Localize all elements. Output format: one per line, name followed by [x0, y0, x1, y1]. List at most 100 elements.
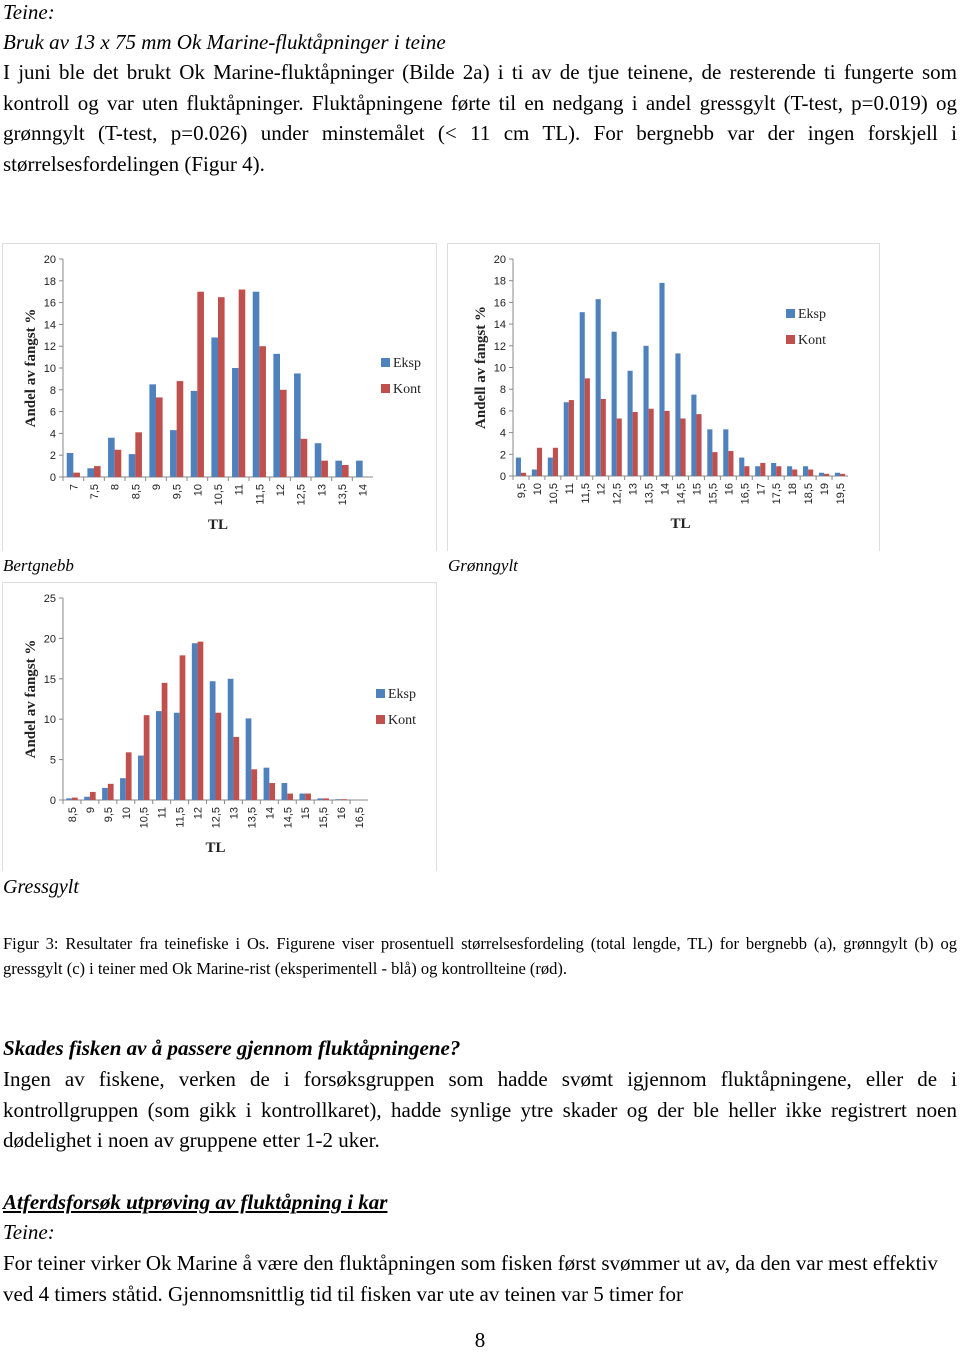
bar [251, 769, 258, 800]
legend-swatch [786, 309, 795, 318]
y-tick-label: 5 [50, 755, 56, 767]
bar [808, 469, 814, 476]
x-tick-label: 18,5 [803, 483, 815, 504]
legend-swatch [381, 384, 390, 393]
bar [66, 453, 74, 477]
bar [190, 390, 198, 477]
bar [84, 796, 90, 800]
y-tick-label: 14 [44, 319, 56, 331]
bar [197, 641, 204, 800]
x-tick-label: 8 [110, 484, 122, 490]
y-tick-label: 20 [44, 633, 56, 645]
bar [173, 712, 180, 800]
x-tick-label: 10,5 [139, 807, 151, 828]
paragraph: Ingen av fiskene, verken de i forsøksgru… [3, 1067, 957, 1153]
bar [342, 465, 349, 477]
bar [568, 400, 574, 476]
x-tick-label: 12 [275, 484, 287, 496]
bar [627, 370, 633, 476]
bar [73, 472, 80, 477]
y-tick-label: 0 [50, 472, 56, 484]
bar [356, 460, 363, 477]
x-tick-label: 10,5 [548, 483, 560, 504]
x-tick-label: 15,5 [707, 483, 719, 504]
bar [156, 397, 163, 477]
bar [280, 389, 287, 477]
paragraph: I juni ble det brukt Ok Marine-fluktåpni… [3, 60, 957, 176]
bar [170, 430, 177, 477]
bar [218, 297, 225, 477]
bar [335, 460, 342, 477]
bar [197, 291, 204, 477]
bar [135, 432, 142, 477]
legend-label: Eksp [393, 356, 421, 371]
bar [341, 799, 347, 800]
x-tick-label: 15 [300, 807, 312, 819]
x-tick-label: 14,5 [676, 483, 688, 504]
bar [300, 438, 308, 477]
bar [563, 402, 569, 476]
bar [161, 682, 168, 800]
legend-swatch [786, 335, 795, 344]
bar [273, 353, 280, 477]
bar [149, 384, 156, 477]
page-number: 8 [474, 1328, 486, 1352]
x-tick-label: 19 [819, 483, 831, 495]
y-tick-label: 10 [44, 363, 56, 375]
bar [755, 466, 761, 476]
bar [294, 373, 301, 477]
bar [776, 466, 782, 476]
bar [675, 353, 681, 476]
x-tick-label: 15,5 [318, 807, 330, 828]
x-tick-label: 10 [192, 484, 204, 496]
chart: 0 2 4 6 8 10 12 14 16 18 20 9,5 10 10,5 11 11,5 12 12,5 13… [447, 243, 880, 551]
y-tick-label: 6 [500, 406, 506, 418]
x-tick-label: 8,5 [67, 807, 79, 822]
bar [744, 466, 750, 476]
x-tick-label: 16 [336, 807, 348, 819]
x-tick-label: 12,5 [211, 807, 223, 828]
bar [137, 755, 144, 800]
y-tick-label: 12 [494, 341, 506, 353]
x-tick-label: 11,5 [175, 807, 187, 828]
bar [269, 783, 276, 800]
subtitle: Bruk av 13 x 75 mm Ok Marine-fluktåpning… [3, 30, 446, 54]
bar [834, 472, 841, 476]
y-axis-title: Andel av fangst % [23, 640, 39, 759]
bar [209, 681, 216, 800]
bar [595, 299, 601, 476]
x-tick-label: 13 [228, 807, 240, 819]
x-tick-label: 14 [358, 484, 370, 496]
bar [520, 472, 527, 476]
bar [696, 414, 702, 476]
x-tick-label: 11,5 [580, 483, 592, 504]
bar [179, 655, 186, 800]
bar [299, 793, 306, 800]
bar [66, 798, 72, 800]
x-tick-label: 19,5 [835, 483, 847, 504]
y-tick-label: 2 [50, 450, 56, 462]
y-tick-label: 16 [494, 297, 506, 309]
bar [232, 368, 239, 477]
bar [664, 410, 670, 476]
bar [515, 457, 521, 476]
legend-label: Kont [388, 713, 416, 728]
bar [616, 418, 622, 476]
bar [259, 346, 266, 477]
x-tick-label: 18 [787, 483, 799, 495]
legend-swatch [376, 715, 385, 724]
bar [155, 711, 162, 800]
chart: 0 2 4 6 8 10 12 14 16 18 20 7 7,5 8 8,5 9 9,5 10 10,5 11 11,… [2, 243, 437, 551]
legend-swatch [381, 358, 390, 367]
chart-caption: Bertgnebb [3, 556, 74, 575]
bar [632, 411, 638, 476]
x-axis-title: TL [205, 840, 225, 856]
bar [600, 398, 606, 476]
x-tick-label: 9 [85, 807, 97, 813]
chart-caption: Grønngylt [448, 556, 518, 575]
bar [728, 451, 734, 476]
x-tick-label: 13,5 [246, 807, 258, 828]
x-tick-label: 11 [157, 807, 169, 818]
x-tick-label: 14 [660, 483, 672, 495]
bar [263, 767, 270, 800]
